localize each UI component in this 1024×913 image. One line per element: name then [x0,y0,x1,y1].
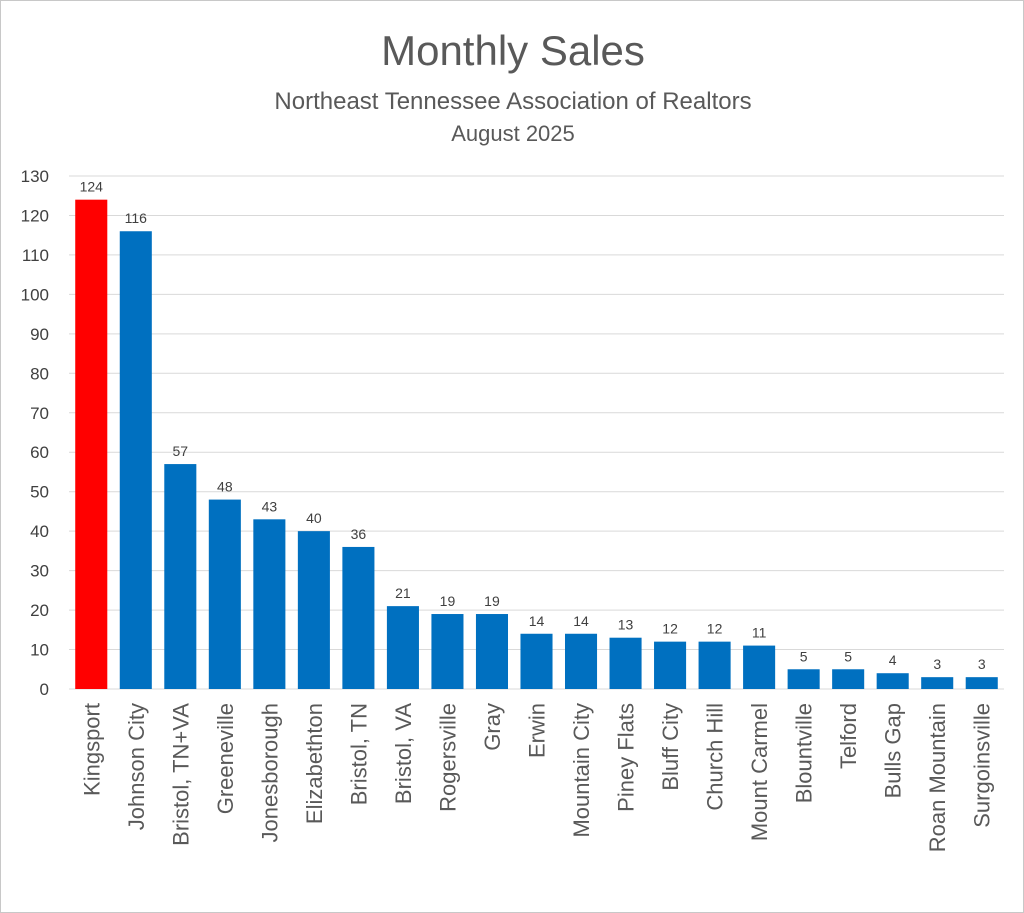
data-label: 5 [844,648,852,664]
x-axis-label: Gray [480,703,505,751]
y-tick-label: 80 [30,364,49,383]
x-axis-label: Bristol, VA [391,703,416,804]
y-axis-ticks: 0 10 20 30 40 50 60 70 80 90 100 110 120 130 [21,167,49,699]
y-tick-label: 10 [30,641,49,660]
bar [75,199,108,689]
chart-title: Monthly Sales [381,27,645,74]
x-axis-label: Kingsport [79,703,104,796]
data-label: 40 [306,510,322,526]
y-tick-label: 110 [22,246,49,265]
x-axis-label: Bulls Gap [881,703,906,798]
bar [654,641,687,689]
bar [787,669,820,689]
bar [208,499,241,689]
bar [520,633,553,689]
bar [386,606,419,689]
x-axis-label: Greeneville [213,703,238,814]
y-tick-label: 100 [21,285,49,304]
data-label: 5 [800,648,808,664]
bar [921,677,954,689]
x-axis-label: Mount Carmel [747,703,772,841]
bar [564,633,598,689]
bar [431,614,464,689]
x-axis-label: Bristol, TN [346,703,371,805]
data-label: 36 [351,526,367,542]
y-tick-label: 40 [30,522,49,541]
data-label: 116 [125,210,148,226]
data-label: 21 [395,585,411,601]
bar [832,669,865,689]
y-tick-label: 70 [30,404,49,423]
data-label: 19 [484,593,500,609]
x-axis-label: Church Hill [703,703,728,811]
data-label: 3 [933,656,941,672]
data-label: 4 [889,652,897,668]
x-axis-label: Telford [836,703,861,769]
x-axis-label: Bristol, TN+VA [168,703,193,846]
bar [876,673,909,689]
bars [75,199,998,689]
bar [609,637,642,689]
y-tick-label: 90 [30,325,49,344]
data-label: 43 [262,498,278,514]
x-axis-label: Surgoinsville [970,703,995,828]
y-tick-label: 30 [30,562,49,581]
x-axis-label: Erwin [525,703,550,758]
x-axis-label: Rogersville [435,703,460,812]
data-label: 14 [529,613,545,629]
y-tick-label: 50 [30,483,49,502]
data-label: 57 [173,443,189,459]
bar [342,546,375,689]
data-label: 19 [440,593,456,609]
data-label: 12 [707,621,723,637]
data-label: 48 [217,479,233,495]
bar [965,677,998,689]
chart-date: August 2025 [451,121,575,146]
x-axis-label: Jonesborough [257,703,282,842]
bar [743,645,776,689]
bar [297,531,330,689]
y-tick-label: 60 [30,443,49,462]
data-label: 14 [573,613,589,629]
x-axis-label: Piney Flats [614,703,639,812]
bar [698,641,731,689]
data-label: 124 [80,179,104,195]
bar [164,464,197,689]
x-axis-labels: Kingsport Johnson City Bristol, TN+VA Green… [79,703,994,853]
x-axis-label: Blountville [792,703,817,803]
y-tick-label: 0 [40,680,49,699]
gridlines [69,175,1004,690]
data-label: 11 [752,625,767,641]
bar [475,614,509,689]
chart-subtitle: Northeast Tennessee Association of Realt… [274,88,751,115]
data-label: 3 [978,656,986,672]
data-label: 12 [662,621,678,637]
x-axis-label: Mountain City [569,703,594,838]
bar [119,231,152,689]
bar [253,519,286,689]
y-tick-label: 120 [21,206,49,225]
x-axis-label: Bluff City [658,703,683,791]
x-axis-label: Elizabethton [302,703,327,824]
x-axis-label: Roan Mountain [925,703,950,852]
data-label: 13 [618,617,634,633]
y-tick-label: 130 [21,167,49,186]
x-axis-label: Johnson City [124,703,149,830]
y-tick-label: 20 [30,601,49,620]
